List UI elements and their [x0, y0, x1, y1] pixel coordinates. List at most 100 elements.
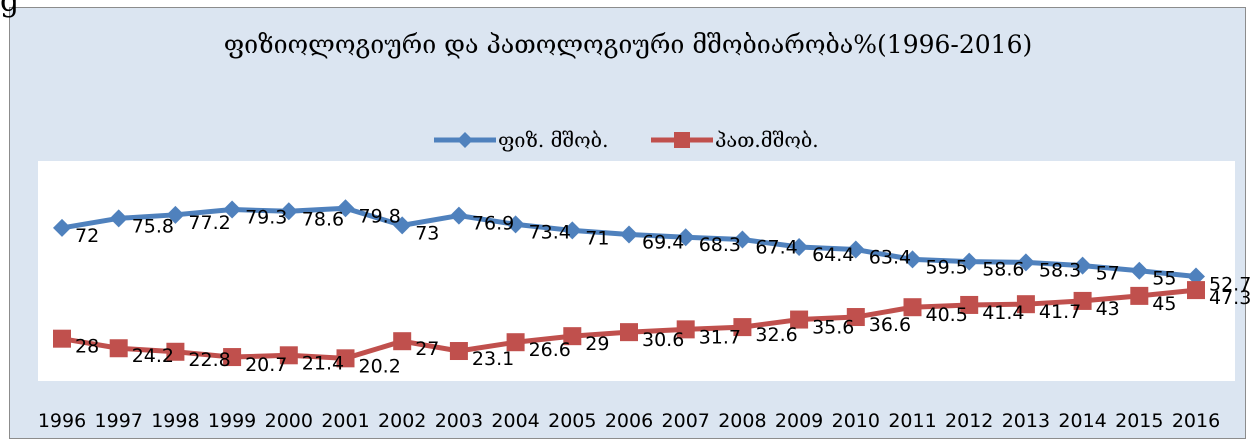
data-label-s1-2002: 73	[415, 222, 439, 244]
data-label-s1-2009: 64.4	[812, 244, 854, 266]
x-tick-label-2016: 2016	[1172, 410, 1220, 432]
legend-label-1: ფიზ. მშობ.	[498, 128, 608, 152]
x-tick-label-2015: 2015	[1115, 410, 1163, 432]
x-tick-label-2005: 2005	[548, 410, 596, 432]
data-point-s2-2001	[336, 349, 355, 368]
data-point-s1-2016	[1187, 267, 1205, 286]
data-label-s2-2009: 35.6	[812, 317, 854, 339]
x-tick-label-2011: 2011	[888, 410, 936, 432]
series-layer	[53, 199, 1205, 368]
data-point-s1-2006	[620, 225, 638, 244]
data-point-s2-2008	[733, 318, 752, 337]
data-label-s2-2003: 23.1	[472, 348, 514, 370]
data-label-s2-2005: 29	[585, 333, 609, 355]
x-tick-label-2010: 2010	[832, 410, 880, 432]
data-point-s1-2013	[1016, 253, 1035, 272]
x-tick-label-2004: 2004	[491, 410, 539, 432]
data-label-s1-2010: 63.4	[869, 247, 911, 269]
data-point-s2-1997	[109, 339, 128, 358]
chart-title: ფიზიოლოგიური და პათოლოგიური მშობიარობა%(…	[223, 30, 1033, 59]
data-point-s2-2003	[449, 342, 468, 361]
data-label-s2-2008: 32.6	[755, 324, 797, 346]
cropped-heading-fragment: g	[0, 0, 20, 19]
data-label-s2-2010: 36.6	[869, 314, 911, 336]
data-label-s1-2004: 73.4	[529, 221, 571, 243]
data-label-s1-2001: 79.8	[359, 205, 401, 227]
data-label-s2-1996: 28	[75, 336, 99, 358]
data-label-layer: 72 75.8 77.2 79.3 78.6 79.8 73 76.9 73.4 71 69.4 68…	[75, 205, 1251, 377]
data-label-s2-2007: 31.7	[699, 326, 741, 348]
data-point-s2-2006	[620, 323, 638, 342]
data-point-s2-2014	[1073, 291, 1092, 310]
data-label-s1-2007: 68.3	[699, 234, 741, 256]
data-label-s2-2015: 45	[1152, 293, 1176, 315]
data-label-s2-2011: 40.5	[926, 304, 968, 326]
legend-label-2: პათ.მშობ.	[715, 128, 819, 152]
data-point-s1-2001	[336, 199, 355, 218]
data-point-s1-2000	[279, 202, 298, 221]
data-point-s2-2011	[903, 298, 922, 317]
data-point-s2-1999	[223, 348, 242, 367]
data-point-s1-1999	[223, 200, 242, 219]
data-point-s2-2015	[1130, 286, 1149, 305]
x-tick-label-2000: 2000	[265, 410, 313, 432]
data-point-s1-2003	[449, 206, 468, 225]
x-tick-label-2003: 2003	[435, 410, 483, 432]
legend-swatch-marker-2	[674, 132, 690, 148]
data-label-s2-2013: 41.7	[1039, 301, 1081, 323]
data-label-s1-2012: 58.6	[982, 259, 1024, 281]
x-tick-label-2001: 2001	[321, 410, 369, 432]
x-tick-label-2008: 2008	[718, 410, 766, 432]
x-tick-label-2002: 2002	[378, 410, 426, 432]
data-label-s2-2000: 21.4	[302, 352, 344, 374]
data-label-s1-1997: 75.8	[132, 215, 174, 237]
x-tick-label-2014: 2014	[1058, 410, 1106, 432]
data-point-s1-2015	[1130, 261, 1149, 280]
data-point-s1-1998	[166, 205, 185, 224]
data-label-s1-2003: 76.9	[472, 213, 514, 235]
data-point-s2-2005	[563, 327, 582, 346]
data-label-s1-2013: 58.3	[1039, 259, 1081, 281]
data-point-s1-2010	[846, 240, 865, 259]
data-label-s2-1998: 22.8	[188, 349, 230, 371]
data-label-s2-2012: 41.4	[982, 302, 1024, 324]
data-point-s2-2007	[676, 320, 695, 339]
data-point-s2-1996	[53, 329, 71, 348]
data-label-s1-1998: 77.2	[188, 212, 230, 234]
data-point-s1-2002	[393, 216, 412, 235]
data-label-s1-2008: 67.4	[755, 236, 797, 258]
x-tick-label-2012: 2012	[945, 410, 993, 432]
data-point-s1-2012	[960, 252, 979, 271]
legend-swatch-marker-1	[457, 132, 473, 148]
data-point-s2-2012	[960, 295, 979, 314]
data-point-s1-2007	[676, 228, 695, 247]
data-label-s2-2004: 26.6	[529, 339, 571, 361]
data-label-s2-2014: 43	[1096, 298, 1120, 320]
data-label-s1-2000: 78.6	[302, 208, 344, 230]
data-point-s2-2010	[846, 308, 865, 327]
x-tick-label-1999: 1999	[208, 410, 256, 432]
data-point-s2-1998	[166, 342, 185, 361]
data-point-s1-1997	[109, 209, 128, 228]
data-point-s2-2016	[1187, 281, 1205, 300]
data-point-s2-2013	[1016, 295, 1035, 314]
legend: ფიზ. მშობ. პათ.მშობ.	[434, 128, 819, 152]
data-label-s2-2001: 20.2	[359, 355, 401, 377]
x-tick-label-1997: 1997	[95, 410, 143, 432]
data-label-s1-2011: 59.5	[926, 256, 968, 278]
data-label-s1-1999: 79.3	[245, 207, 287, 229]
x-tick-label-2013: 2013	[1002, 410, 1050, 432]
x-tick-label-1998: 1998	[151, 410, 199, 432]
x-tick-label-2007: 2007	[662, 410, 710, 432]
x-tick-label-1996: 1996	[38, 410, 86, 432]
data-point-s1-2009	[790, 238, 809, 257]
x-tick-label-2006: 2006	[605, 410, 653, 432]
data-label-s2-2002: 27	[415, 338, 439, 360]
data-point-s2-2002	[393, 332, 412, 351]
data-point-s1-2005	[563, 221, 582, 240]
data-label-s1-1996: 72	[75, 225, 99, 247]
data-point-s1-1996	[53, 218, 71, 237]
data-label-s1-2014: 57	[1096, 263, 1120, 285]
data-point-s1-2014	[1073, 256, 1092, 275]
